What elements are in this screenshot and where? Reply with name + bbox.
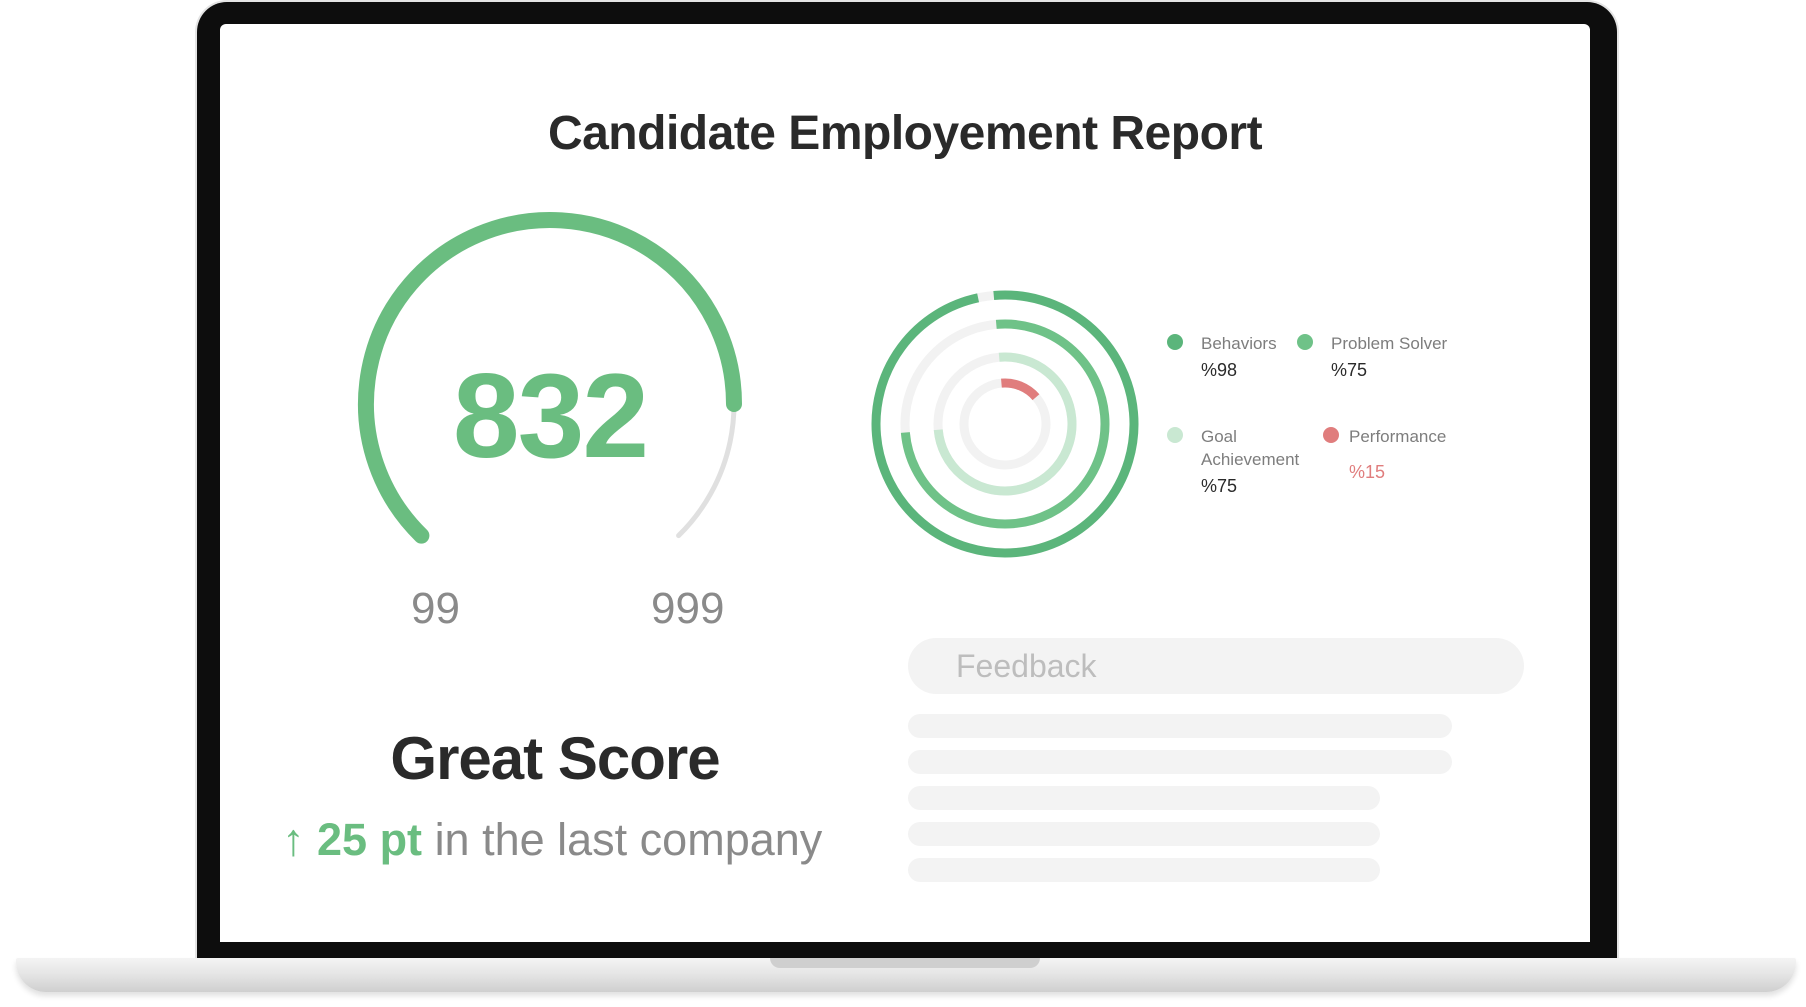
- score-change-value: 25 pt: [317, 814, 423, 865]
- report-title: Candidate Employement Report: [547, 107, 1263, 160]
- legend-dot-icon: [1323, 427, 1339, 443]
- ring-arc-performance: [959, 378, 1051, 470]
- ring-arc-problem-solver: [900, 319, 1110, 529]
- legend-value: %75: [1331, 360, 1368, 380]
- feedback-line-placeholder: [908, 714, 1452, 738]
- legend-label: Behaviors: [1201, 334, 1277, 353]
- legend-dot-icon: [1167, 334, 1183, 350]
- arrow-up-icon: ↑: [282, 814, 305, 865]
- legend-dot-icon: [1297, 334, 1313, 350]
- report-screen: Candidate Employement Report 832 99 999 …: [220, 24, 1590, 942]
- legend-value: %98: [1201, 360, 1238, 380]
- feedback-line-placeholder: [908, 750, 1452, 774]
- feedback-line-placeholder: [908, 858, 1380, 882]
- score-max-label: 999: [651, 584, 725, 633]
- feedback-line-placeholder: [908, 786, 1380, 810]
- ring-arc-goal-achievement: [933, 352, 1077, 496]
- feedback-input[interactable]: [908, 638, 1524, 694]
- score-change: ↑ 25 pt in the last company: [282, 814, 822, 866]
- score-headline: Great Score: [390, 725, 720, 792]
- metrics-rings-chart: [871, 290, 1139, 558]
- legend-value: %75: [1201, 476, 1238, 496]
- legend-value: %15: [1349, 462, 1386, 482]
- gauge-arc: [358, 212, 742, 544]
- laptop-notch: [770, 958, 1040, 968]
- score-min-label: 99: [411, 584, 460, 633]
- legend-label: Performance: [1349, 427, 1447, 446]
- legend-label: Problem Solver: [1331, 334, 1448, 353]
- feedback-line-placeholder: [908, 822, 1380, 846]
- score-value: 832: [452, 349, 649, 483]
- score-change-text: in the last company: [434, 814, 823, 865]
- legend-dot-icon: [1167, 427, 1183, 443]
- score-gauge: [358, 212, 742, 544]
- legend-label: Goal Achievement: [1201, 427, 1300, 469]
